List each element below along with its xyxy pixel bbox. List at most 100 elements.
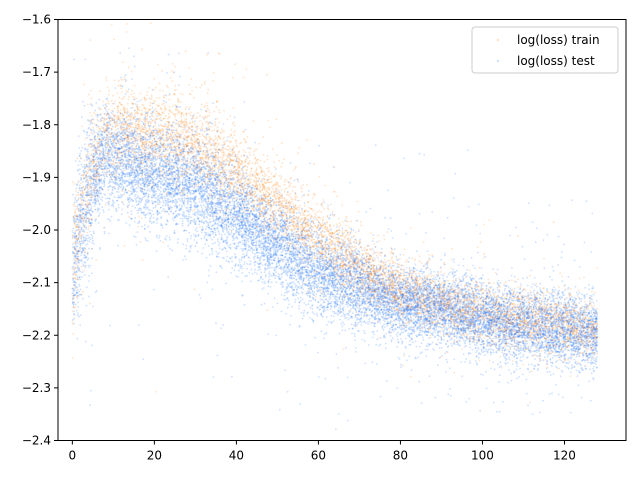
data-point [278,159,280,162]
data-point [168,105,171,108]
data-point [392,302,395,305]
data-point [86,231,89,234]
data-point [144,149,147,151]
data-point [451,306,454,309]
data-point [430,275,433,278]
data-point [133,116,136,119]
data-point [320,241,322,244]
data-point [286,211,289,214]
data-point [375,251,378,254]
data-point [193,137,196,140]
data-point [297,225,300,228]
data-point [486,330,489,332]
data-point [268,175,271,178]
data-point [316,202,318,205]
data-point [292,169,295,172]
data-point [432,274,435,277]
data-point [161,111,164,114]
data-point [181,149,183,152]
data-point [418,272,421,275]
data-point [132,126,135,128]
data-point [95,259,98,262]
data-point [543,338,546,340]
data-point [300,190,303,193]
data-point [266,167,268,170]
data-point [472,307,475,309]
data-point [482,257,485,259]
data-point [133,109,136,112]
data-point [389,252,392,255]
data-point [377,234,379,237]
data-point [512,360,514,362]
data-point [270,172,273,175]
data-point [169,76,172,79]
data-point [218,142,221,145]
data-point [284,223,287,226]
data-point [161,125,164,128]
data-point [264,172,266,175]
data-point [387,283,390,285]
data-point [400,268,402,271]
data-point [115,144,118,147]
data-point [123,193,126,196]
data-point [208,126,211,128]
data-point [373,288,375,291]
data-point [266,309,269,312]
data-point [102,119,104,122]
data-point [289,184,291,187]
data-point [256,174,259,177]
data-point [296,206,299,209]
data-point [398,289,400,292]
data-point [147,173,149,176]
data-point [232,155,234,157]
data-point [77,194,80,197]
data-point [262,154,265,157]
data-point [82,290,84,293]
data-point [387,271,390,274]
data-point [493,294,495,297]
data-point [383,234,385,237]
data-point [291,238,293,241]
data-point [352,286,355,288]
data-point [540,329,543,332]
data-point [435,343,437,345]
data-point [104,203,107,206]
data-point [214,123,217,125]
data-point [92,126,94,129]
data-point [185,106,188,109]
data-point [427,274,430,276]
data-point [115,129,118,132]
data-point [309,222,312,225]
data-point [456,310,459,312]
data-point [176,105,179,108]
data-point [307,201,309,204]
data-point [253,174,256,177]
data-point [209,138,211,141]
data-point [231,148,234,151]
data-point [214,135,217,138]
data-point [291,185,294,188]
data-point [375,280,378,283]
data-point [501,367,503,369]
data-point [394,296,397,299]
data-point [560,355,562,358]
data-point [314,216,316,218]
data-point [274,228,277,230]
data-point [386,231,389,234]
data-point [196,116,199,119]
data-point [203,106,206,109]
data-point [360,224,363,227]
data-point [149,134,152,137]
data-point [206,114,209,117]
data-point [263,188,266,191]
data-point [159,89,161,92]
data-point [211,130,214,132]
data-point [339,247,342,250]
data-point [123,130,125,132]
data-point [220,182,223,185]
data-point [298,146,301,149]
data-point [283,197,285,199]
data-point [168,115,171,118]
data-point [277,183,279,186]
data-point [350,220,352,223]
